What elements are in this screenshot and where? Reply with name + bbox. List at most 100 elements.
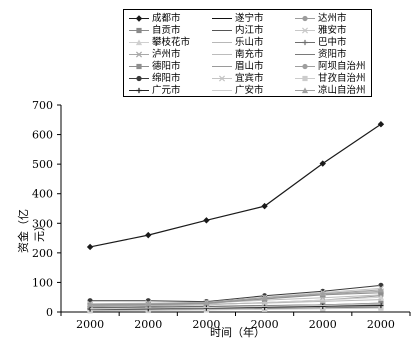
legend-marker: [136, 27, 142, 34]
series-21: [86, 286, 385, 307]
data-point: [319, 160, 326, 167]
tick-labels: 0 100 200 300 400 500 600 700 2000 2000 2000 2000 20…: [32, 99, 395, 331]
chart-legend: 成都市 遂宁市 达州市 自贡市 内江市 雅安市 攀枝花市 乐山市 巴中市 泸州市 南充市 资阳市 德阳市…: [123, 9, 372, 97]
series-1: [86, 121, 385, 251]
legend-marker: [135, 51, 143, 58]
y-tick-label: 0: [46, 306, 53, 319]
data-point: [145, 306, 151, 312]
legend-swatch: [295, 27, 315, 34]
legend-label: 宜宾市: [235, 73, 264, 84]
data-point: [145, 231, 152, 239]
series-line: [90, 284, 381, 303]
legend-swatch: [212, 90, 232, 91]
legend-label: 广元市: [152, 85, 181, 96]
legend-label: 达州市: [318, 13, 347, 24]
legend-label: 绵阳市: [152, 73, 181, 84]
legend-swatch: [295, 15, 315, 22]
legend-label: 攀枝花市: [152, 37, 191, 48]
data-point: [378, 305, 384, 311]
legend-swatch: [129, 39, 149, 46]
legend-marker: [135, 39, 143, 46]
legend-label: 乐山市: [235, 37, 264, 48]
legend-marker: [136, 87, 142, 94]
legend-marker: [302, 39, 308, 46]
series-line: [90, 307, 381, 312]
legend-label: 眉山市: [235, 61, 264, 72]
series-lines: [86, 121, 385, 314]
y-tick-label: 500: [32, 158, 53, 171]
data-point: [378, 302, 384, 309]
data-point: [203, 217, 210, 224]
data-point: [145, 300, 152, 307]
data-point: [86, 301, 94, 307]
legend-label: 雅安市: [318, 25, 347, 36]
legend-swatch: [129, 27, 149, 34]
legend-label: 资阳市: [318, 49, 347, 60]
legend-label: 凉山自治州: [318, 85, 366, 96]
data-point: [377, 121, 385, 128]
data-point: [261, 202, 268, 210]
y-tick-label: 400: [32, 188, 53, 201]
y-tick-label: 100: [32, 276, 53, 289]
legend-swatch: [295, 87, 315, 94]
legend-swatch: [212, 54, 232, 55]
data-point: [320, 303, 326, 309]
legend-label: 德阳市: [152, 61, 181, 72]
y-axis-label: 资金（亿元）: [17, 209, 46, 253]
legend-marker: [302, 15, 308, 22]
x-tick-label: 2000: [192, 318, 220, 331]
legend-marker: [302, 63, 308, 70]
legend-swatch: [295, 54, 315, 55]
legend-swatch: [212, 18, 232, 19]
data-point: [203, 305, 210, 311]
data-point: [203, 299, 210, 306]
legend-label: 南充市: [235, 49, 264, 60]
data-point: [86, 243, 94, 251]
data-point: [378, 290, 384, 296]
legend-marker: [301, 87, 309, 94]
x-tick-label: 2000: [76, 318, 104, 331]
x-axis-label: 时间（年）: [210, 326, 265, 339]
legend-marker: [218, 75, 226, 82]
legend-label: 阿坝自治州: [318, 61, 366, 72]
legend-label: 自贡市: [152, 25, 181, 36]
legend-label: 广安市: [235, 85, 264, 96]
data-point: [377, 286, 385, 293]
y-tick-label: 700: [32, 99, 53, 112]
legend-marker: [136, 75, 142, 82]
legend-swatch: [129, 87, 149, 94]
legend-swatch: [129, 75, 149, 82]
legend-marker: [135, 15, 143, 22]
series-19: [87, 302, 384, 312]
legend-marker: [136, 63, 142, 70]
data-point: [377, 294, 385, 300]
legend-swatch: [212, 75, 232, 82]
legend-swatch: [129, 63, 149, 70]
legend-marker: [302, 75, 308, 82]
y-tick-label: 300: [32, 217, 53, 230]
legend-swatch: [212, 66, 232, 67]
legend-swatch: [295, 63, 315, 70]
legend-label: 遂宁市: [235, 13, 264, 24]
series-line: [90, 304, 381, 310]
legend-swatch: [295, 39, 315, 46]
legend-swatch: [129, 51, 149, 58]
legend-swatch: [212, 42, 232, 43]
data-point: [261, 294, 268, 301]
legend-swatch: [212, 30, 232, 31]
series-line: [90, 289, 381, 305]
series-20: [90, 303, 381, 310]
legend-label: 泸州市: [152, 49, 181, 60]
legend-label: 内江市: [235, 25, 264, 36]
data-point: [261, 304, 268, 310]
legend-swatch: [295, 75, 315, 82]
data-point: [261, 299, 268, 306]
legend-swatch: [129, 15, 149, 22]
legend-marker: [301, 27, 309, 34]
chart-axes: [57, 104, 411, 316]
x-tick-label: 2000: [309, 318, 337, 331]
x-tick-label: 2000: [251, 318, 279, 331]
y-tick-label: 200: [32, 247, 53, 260]
series-line: [90, 292, 381, 306]
